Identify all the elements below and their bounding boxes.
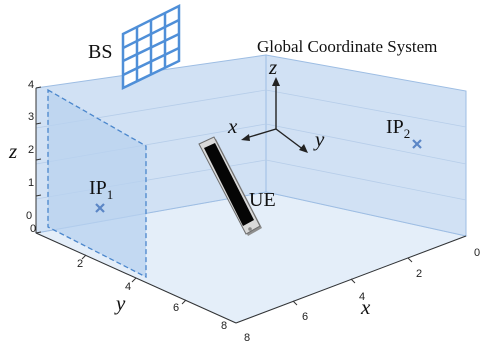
- z-tick-2: 2: [28, 144, 34, 156]
- z-tick-0: 0: [26, 210, 32, 222]
- gcs-axes: [241, 77, 308, 153]
- y-tick-6: 6: [173, 302, 179, 314]
- ue-smartphone-icon: [198, 136, 262, 236]
- gcs-z-label: z: [268, 55, 277, 79]
- z-tick-1: 1: [28, 177, 34, 189]
- y-tick-0: 0: [30, 223, 36, 235]
- y-tick-4: 4: [125, 281, 131, 293]
- gcs-x-label: x: [227, 114, 238, 138]
- z-tick-3: 3: [28, 111, 34, 123]
- z-axis-label: z: [8, 139, 17, 163]
- x-tick-8: 8: [244, 332, 250, 344]
- ip2-cross-marker-icon: [412, 139, 422, 149]
- ip1-cross-marker-icon: [95, 203, 105, 213]
- x-tick-6: 6: [302, 311, 308, 323]
- bs-label: BS: [88, 41, 112, 63]
- x-tick-4: 4: [359, 291, 365, 303]
- ip1-panel: [47, 88, 147, 279]
- ip2-label: IP2: [386, 116, 410, 141]
- ip1-label: IP1: [89, 177, 113, 202]
- x-tick-0: 0: [474, 247, 480, 259]
- z-axis: [35, 86, 42, 234]
- x-tick-2: 2: [416, 268, 422, 280]
- gcs-title: Global Coordinate System: [257, 37, 437, 56]
- gcs-y-label: y: [313, 127, 325, 151]
- z-tick-4: 4: [28, 79, 34, 91]
- y-axis-label: y: [114, 291, 126, 315]
- y-axis: [35, 232, 237, 324]
- y-tick-2: 2: [77, 258, 83, 270]
- y-tick-8: 8: [221, 320, 227, 332]
- x-axis: [235, 235, 467, 324]
- x-axis-label: x: [360, 295, 371, 319]
- bs-antenna-array-icon: [121, 3, 181, 90]
- ue-label: UE: [249, 189, 276, 211]
